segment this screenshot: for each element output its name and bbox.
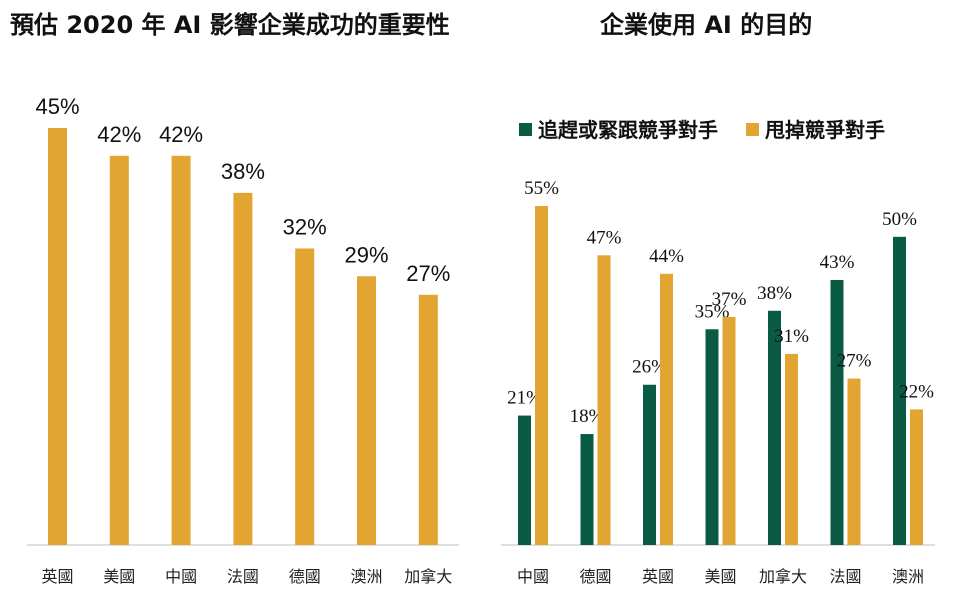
legend-swatch-catch-up bbox=[519, 123, 532, 136]
left-bar-value-label: 29% bbox=[344, 242, 388, 267]
right-category-label: 澳洲 bbox=[892, 567, 924, 586]
right-category-label: 美國 bbox=[704, 567, 736, 586]
leave-behind-bar bbox=[785, 353, 798, 545]
catch-up-bar bbox=[518, 415, 531, 545]
left-bar bbox=[48, 128, 67, 545]
right-category-label: 加拿大 bbox=[759, 567, 807, 586]
left-bar bbox=[109, 155, 129, 546]
left-bar bbox=[233, 192, 253, 545]
catch-up-value-label: 26% bbox=[632, 357, 667, 378]
leave-behind-value-label: 37% bbox=[712, 289, 747, 310]
catch-up-bar bbox=[643, 384, 656, 545]
left-bar bbox=[295, 248, 315, 545]
left-bar-value-label: 45% bbox=[35, 94, 79, 119]
left-bar bbox=[357, 276, 376, 545]
left-category-label: 澳洲 bbox=[350, 567, 382, 586]
left-category-label: 中國 bbox=[165, 567, 197, 586]
left-bar-value-label: 42% bbox=[97, 122, 141, 147]
right-category-label: 德國 bbox=[579, 567, 611, 586]
leave-behind-value-label: 22% bbox=[899, 381, 934, 402]
right-category-label: 法國 bbox=[829, 567, 861, 586]
catch-up-value-label: 18% bbox=[570, 406, 605, 427]
right-plot-area: 21% 55% 中國 18% 47% 德國 26% 44% 英國 35%37% 美國 38% 31% 加拿… bbox=[507, 178, 934, 586]
leave-behind-bar bbox=[722, 316, 736, 545]
catch-up-bar bbox=[893, 236, 906, 545]
catch-up-bar bbox=[580, 434, 594, 545]
catch-up-bar bbox=[705, 329, 719, 545]
legend-label-catch-up: 追趕或緊跟競爭對手 bbox=[538, 118, 718, 142]
left-chart-title: 預估 2020 年 AI 影響企業成功的重要性 bbox=[10, 11, 450, 39]
leave-behind-bar bbox=[535, 206, 548, 545]
left-bar bbox=[171, 155, 191, 546]
legend-swatch-leave-behind bbox=[746, 123, 759, 136]
catch-up-bar bbox=[768, 310, 781, 545]
left-bar bbox=[418, 294, 438, 545]
left-category-label: 加拿大 bbox=[404, 567, 452, 586]
catch-up-value-label: 38% bbox=[757, 283, 792, 304]
leave-behind-bar bbox=[660, 273, 673, 545]
leave-behind-bar bbox=[597, 255, 611, 546]
leave-behind-value-label: 27% bbox=[837, 351, 872, 372]
leave-behind-value-label: 47% bbox=[587, 227, 622, 248]
catch-up-value-label: 21% bbox=[507, 388, 542, 409]
leave-behind-value-label: 44% bbox=[649, 246, 684, 267]
right-category-label: 中國 bbox=[517, 567, 549, 586]
leave-behind-value-label: 55% bbox=[524, 178, 559, 199]
left-bar-value-label: 42% bbox=[159, 122, 203, 147]
right-category-label: 英國 bbox=[642, 567, 674, 586]
left-bar-value-label: 32% bbox=[283, 214, 327, 239]
left-category-label: 德國 bbox=[289, 567, 321, 586]
left-bar-value-label: 27% bbox=[406, 261, 450, 286]
left-category-label: 法國 bbox=[227, 567, 259, 586]
legend: 追趕或緊跟競爭對手 甩掉競爭對手 bbox=[519, 118, 885, 142]
left-category-label: 美國 bbox=[103, 567, 135, 586]
leave-behind-bar bbox=[847, 378, 861, 545]
leave-behind-bar bbox=[910, 409, 923, 545]
left-category-label: 英國 bbox=[41, 567, 73, 586]
catch-up-bar bbox=[830, 279, 844, 545]
catch-up-value-label: 35% bbox=[695, 301, 730, 322]
catch-up-value-label: 43% bbox=[820, 252, 855, 273]
legend-label-leave-behind: 甩掉競爭對手 bbox=[765, 118, 885, 142]
left-bar-value-label: 38% bbox=[221, 159, 265, 184]
right-chart-title: 企業使用 AI 的目的 bbox=[600, 11, 812, 39]
leave-behind-value-label: 31% bbox=[774, 326, 809, 347]
left-plot-area: 45% 英國 42% 美國 42% 中國 38% 法國 32% 德國 29% 澳洲 27% 加拿大 bbox=[35, 94, 452, 586]
catch-up-value-label: 50% bbox=[882, 209, 917, 230]
